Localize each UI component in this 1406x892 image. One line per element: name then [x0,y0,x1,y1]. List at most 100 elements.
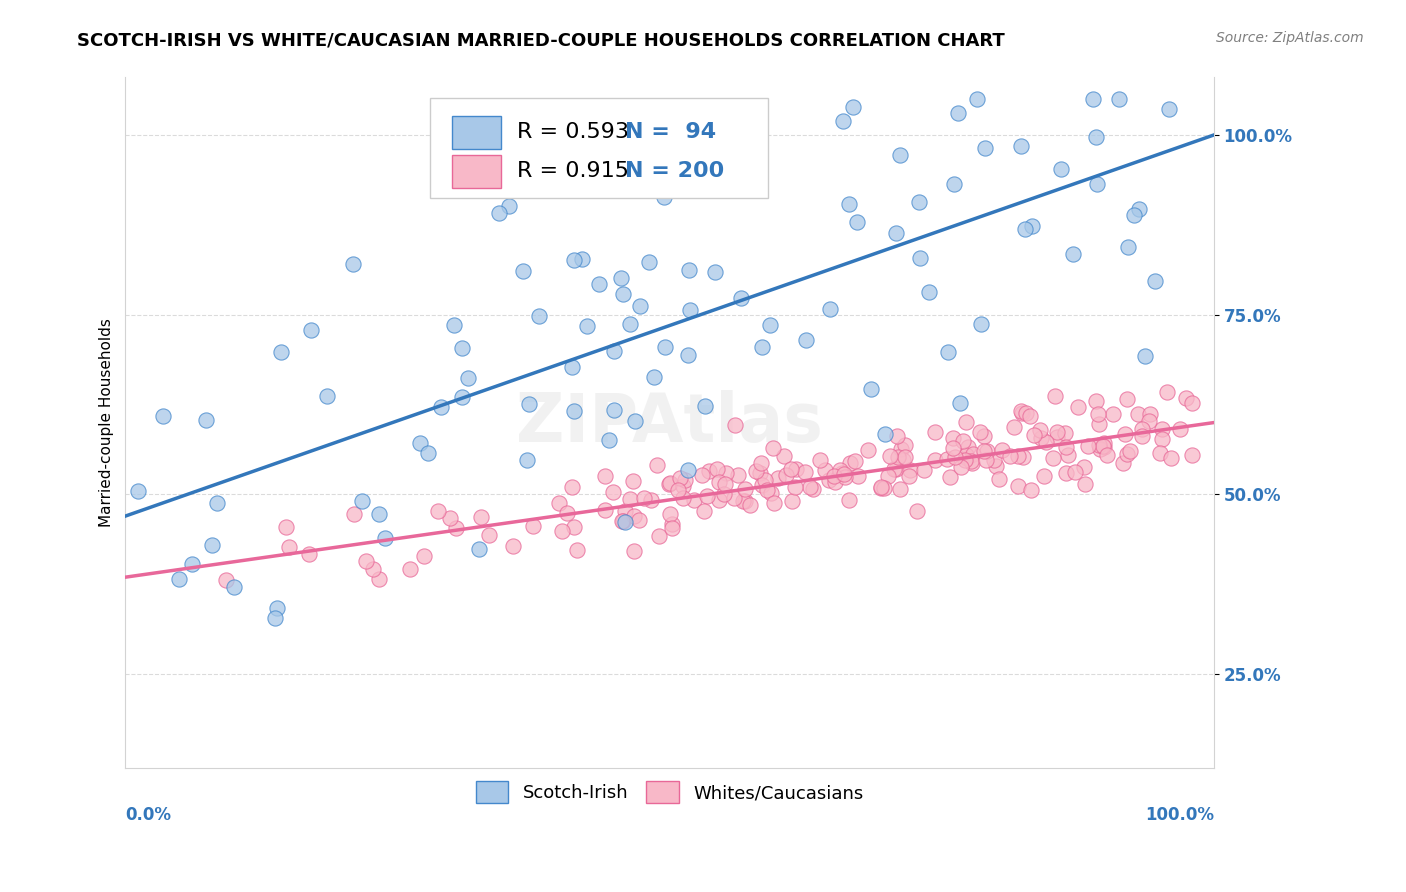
Point [413,549,436,563]
Point [1083,92,1105,106]
Point [593,503,616,517]
Point [1139,407,1161,421]
Point [624,413,647,427]
Point [661,517,683,532]
Point [429,400,451,414]
Point [457,370,479,384]
Point [1046,425,1069,439]
Point [1012,450,1035,464]
Point [561,480,583,494]
Point [794,333,817,347]
Point [709,475,731,490]
Point [1149,446,1171,460]
Point [953,453,976,467]
Point [966,92,988,106]
Point [946,105,969,120]
Point [451,390,474,404]
Point [1160,451,1182,466]
Point [602,484,624,499]
Point [890,442,912,457]
Point [638,255,661,269]
Point [612,287,634,301]
Point [1128,407,1150,421]
Point [838,456,860,470]
Point [426,504,449,518]
Point [955,448,977,462]
Point [1168,422,1191,436]
FancyBboxPatch shape [430,98,768,198]
Point [628,299,651,313]
Point [443,318,465,332]
Point [555,506,578,520]
Point [512,263,534,277]
Point [1118,444,1140,458]
Point [917,285,939,300]
Point [762,496,785,510]
Point [1088,442,1111,456]
Point [803,482,825,496]
Point [762,441,785,455]
Point [593,469,616,483]
Point [1074,476,1097,491]
Point [1063,465,1085,479]
Point [643,370,665,384]
Point [672,479,695,493]
Point [519,396,541,410]
Point [987,472,1010,486]
Point [766,471,789,485]
Point [575,319,598,334]
Point [1087,407,1109,421]
Point [374,531,396,545]
Point [678,262,700,277]
Point [1152,433,1174,447]
Text: 0.0%: 0.0% [125,805,172,823]
Point [678,348,700,362]
Point [222,580,245,594]
Point [1028,423,1050,437]
Point [215,573,238,587]
Point [1115,446,1137,460]
Point [409,436,432,450]
Text: N =  94: N = 94 [626,122,716,143]
Point [1015,406,1038,420]
Point [488,205,510,219]
Point [127,483,149,498]
Point [969,425,991,440]
Point [640,493,662,508]
Point [564,253,586,268]
Point [830,463,852,477]
Point [1085,129,1108,144]
Point [973,141,995,155]
Point [889,482,911,496]
Point [205,496,228,510]
Point [942,431,965,445]
Text: Source: ZipAtlas.com: Source: ZipAtlas.com [1216,31,1364,45]
Point [1007,479,1029,493]
Point [1150,422,1173,436]
Point [1088,417,1111,431]
Point [1011,406,1033,420]
Point [956,440,979,454]
Point [1053,425,1076,440]
Point [623,509,645,524]
Point [727,467,749,482]
Point [832,467,855,481]
Point [877,468,900,483]
Point [860,383,883,397]
Point [1181,449,1204,463]
Point [354,554,377,568]
Point [842,100,865,114]
Point [983,453,1005,467]
Point [713,486,735,500]
Point [181,557,204,571]
Point [647,529,669,543]
Point [1128,202,1150,216]
Point [1116,392,1139,407]
Point [516,453,538,467]
Point [973,429,995,443]
Point [838,197,860,211]
Point [564,404,586,418]
Point [887,450,910,464]
Point [1116,240,1139,254]
Point [1062,247,1084,261]
